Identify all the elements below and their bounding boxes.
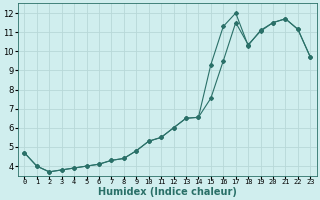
X-axis label: Humidex (Indice chaleur): Humidex (Indice chaleur) xyxy=(98,187,237,197)
